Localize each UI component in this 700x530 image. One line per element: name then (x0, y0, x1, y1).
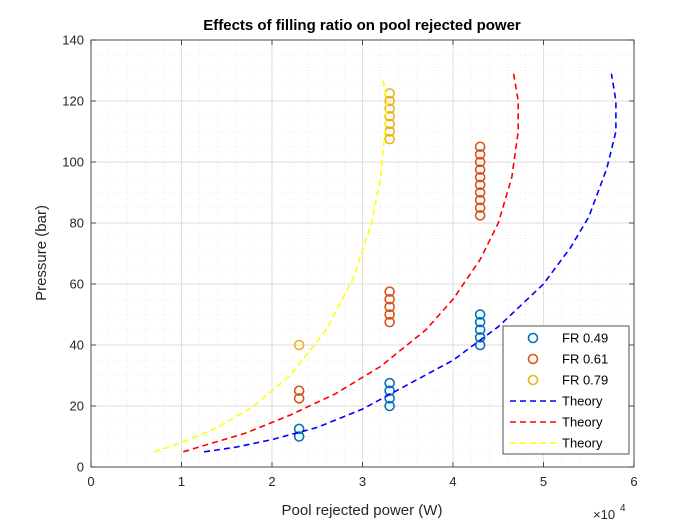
data-point (474, 309, 486, 320)
legend-entry-label: FR 0.61 (562, 352, 608, 367)
legend-entry-label: FR 0.79 (562, 373, 608, 388)
theory-line-3 (203, 73, 617, 453)
data-point (384, 377, 395, 389)
y-tick-label: 40 (70, 338, 84, 353)
data-point (384, 133, 395, 145)
x-tick-label: 1 (178, 474, 185, 489)
data-point (384, 103, 395, 114)
x-exponent-base: ×10 (593, 507, 615, 522)
data-point (384, 293, 395, 305)
x-tick-label: 4 (449, 474, 456, 489)
data-point (293, 339, 305, 351)
data-point (474, 171, 486, 183)
x-exponent-power: 4 (620, 503, 626, 514)
y-tick-label: 120 (62, 94, 84, 109)
y-tick-label: 20 (70, 399, 84, 414)
chart-title: Effects of filling ratio on pool rejecte… (203, 17, 521, 34)
data-point (384, 400, 395, 412)
x-tick-label: 2 (268, 474, 275, 489)
data-point (474, 141, 486, 153)
legend-entry-label: Theory (562, 415, 603, 430)
legend-entry-label: Theory (562, 436, 603, 451)
y-tick-label: 60 (70, 277, 84, 292)
data-point (384, 110, 395, 122)
x-tick-label: 5 (540, 474, 547, 489)
data-point (293, 423, 305, 435)
data-point (384, 95, 395, 107)
y-tick-label: 140 (62, 33, 84, 48)
data-point (293, 431, 305, 442)
data-point (474, 187, 486, 198)
theory-line-4 (183, 73, 519, 453)
data-point (474, 332, 486, 343)
x-axis-label: Pool rejected power (W) (282, 502, 443, 519)
legend-entry-label: FR 0.49 (562, 331, 608, 346)
legend-marker-swatch (527, 353, 539, 365)
legend-marker-swatch (527, 374, 539, 386)
y-tick-label: 80 (70, 216, 84, 231)
x-tick-label: 3 (359, 474, 366, 489)
legend-box (502, 325, 630, 455)
data-point (384, 309, 395, 320)
data-point (474, 202, 486, 214)
data-point (474, 149, 486, 160)
theory-line-5 (154, 76, 388, 453)
x-tick-label: 0 (87, 474, 94, 489)
data-point (474, 164, 486, 175)
data-point (384, 316, 395, 328)
data-point (474, 324, 486, 336)
series-layer (154, 73, 617, 453)
data-point (293, 393, 305, 404)
data-point (384, 286, 395, 297)
data-point (474, 179, 486, 191)
legend-marker-swatch (527, 332, 539, 344)
data-point (474, 156, 486, 168)
y-tick-label: 100 (62, 155, 84, 170)
data-point (474, 210, 486, 221)
data-point (474, 316, 486, 328)
data-point (384, 301, 395, 313)
x-tick-label: 6 (630, 474, 637, 489)
legend: FR 0.49 FR 0.61 FR 0.79 Theory Theory Theory (502, 325, 630, 455)
y-tick-label: 0 (77, 460, 84, 475)
data-point (474, 194, 486, 206)
data-point (293, 385, 305, 397)
y-axis-label: Pressure (bar) (33, 205, 50, 301)
legend-entry-label: Theory (562, 394, 603, 409)
